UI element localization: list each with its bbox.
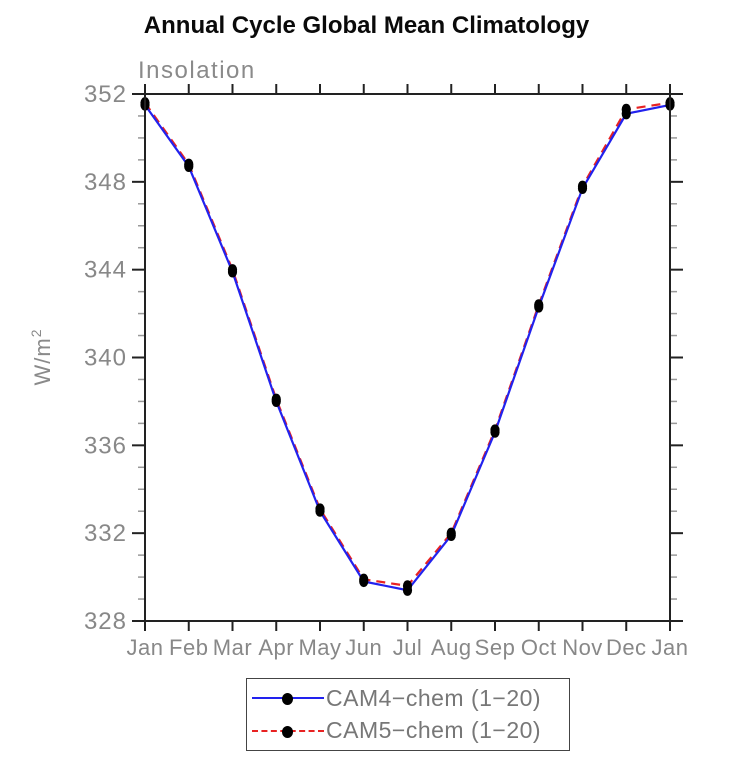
chart-subtitle: Insolation [138, 57, 256, 84]
data-point [315, 503, 325, 515]
data-point [577, 180, 588, 192]
svg-text:Oct: Oct [521, 635, 557, 660]
svg-text:Jan: Jan [127, 635, 164, 660]
data-point [534, 299, 544, 311]
legend-label-cam5: CAM5−chem (1−20) [326, 717, 542, 744]
svg-text:Sep: Sep [475, 635, 516, 660]
data-point [184, 158, 194, 170]
series-lines [144, 101, 671, 592]
legend-item-cam5: CAM5−chem (1−20) [252, 716, 569, 746]
cam4-marker-icon [282, 693, 293, 706]
svg-text:344: 344 [84, 257, 127, 284]
data-point [621, 103, 631, 115]
svg-text:340: 340 [84, 345, 127, 372]
plot-frame [144, 93, 671, 622]
axis-ticks [132, 84, 683, 631]
svg-text:Jun: Jun [345, 635, 382, 660]
data-point [359, 573, 369, 585]
legend-label-cam4: CAM4−chem (1−20) [326, 684, 542, 711]
svg-text:328: 328 [84, 608, 127, 635]
svg-text:Aug: Aug [431, 635, 472, 660]
svg-text:Apr: Apr [258, 635, 294, 660]
data-point [402, 580, 413, 592]
svg-text:336: 336 [84, 432, 127, 459]
y-axis-title: W/m2 [28, 329, 55, 386]
series-markers [140, 97, 675, 596]
svg-text:Jul: Jul [393, 635, 423, 660]
svg-text:Nov: Nov [562, 635, 603, 660]
svg-text:Jan: Jan [652, 635, 689, 660]
legend-item-cam4: CAM4−chem (1−20) [252, 683, 569, 713]
svg-text:Mar: Mar [213, 635, 252, 660]
cam4-line-sample-area [252, 691, 324, 706]
data-point [446, 527, 456, 539]
cam5-line-sample-area [252, 724, 324, 738]
svg-text:348: 348 [84, 169, 127, 196]
svg-text:352: 352 [84, 81, 127, 108]
svg-text:May: May [298, 635, 341, 660]
axis-tick-labels: Jan Feb Mar Apr May Jun Jul Aug Sep Oct Nov Dec Jan3… [84, 81, 689, 660]
data-point [490, 424, 500, 436]
svg-text:Dec: Dec [606, 635, 647, 660]
svg-text:332: 332 [84, 520, 127, 547]
chart-title: Annual Cycle Global Mean Climatology [143, 12, 590, 39]
svg-text:Feb: Feb [169, 635, 208, 660]
data-point [271, 393, 281, 405]
legend: CAM4−chem (1−20) CAM5−chem (1−20) [246, 678, 570, 751]
cam5-marker-icon [282, 725, 293, 738]
data-point [227, 264, 238, 276]
series-line-cam4 [144, 103, 671, 592]
